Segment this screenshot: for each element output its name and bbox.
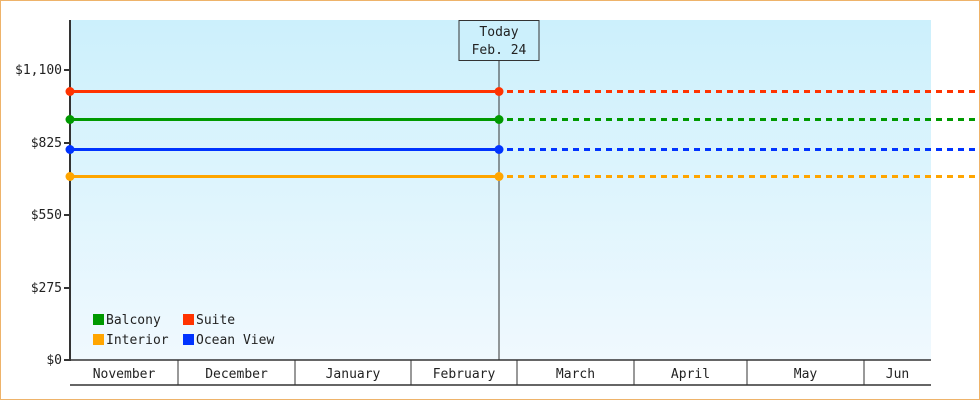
y-tick-label: $825: [31, 136, 62, 151]
data-point: [494, 172, 504, 181]
x-tick-label: February: [433, 367, 496, 382]
legend-label: Interior: [106, 333, 169, 348]
legend-label: Suite: [196, 313, 235, 328]
legend-swatch: [93, 314, 104, 325]
y-tick-label: $0: [46, 353, 62, 368]
y-tick-label: $1,100: [15, 63, 62, 78]
legend-swatch: [93, 334, 104, 345]
data-point: [494, 115, 504, 124]
y-tick-label: $275: [31, 281, 62, 296]
today-date: Feb. 24: [472, 43, 527, 58]
data-point: [65, 172, 75, 181]
data-point: [494, 145, 504, 154]
data-point: [494, 87, 504, 96]
today-box: [458, 20, 540, 61]
x-tick-label: March: [556, 367, 595, 382]
legend-label: Ocean View: [196, 333, 274, 348]
plot-area: [70, 20, 931, 360]
x-tick-label: January: [326, 367, 381, 382]
x-tick-label: November: [93, 367, 156, 382]
x-tick-label: April: [671, 367, 710, 382]
legend-swatch: [183, 334, 194, 345]
x-tick-label: Jun: [886, 367, 909, 382]
today-label: Today: [479, 25, 518, 40]
legend-swatch: [183, 314, 194, 325]
legend-label: Balcony: [106, 313, 161, 328]
data-point: [65, 87, 75, 96]
data-point: [65, 145, 75, 154]
y-tick-label: $550: [31, 208, 62, 223]
data-point: [65, 115, 75, 124]
x-tick-label: May: [794, 367, 818, 382]
x-tick-label: December: [205, 367, 268, 382]
